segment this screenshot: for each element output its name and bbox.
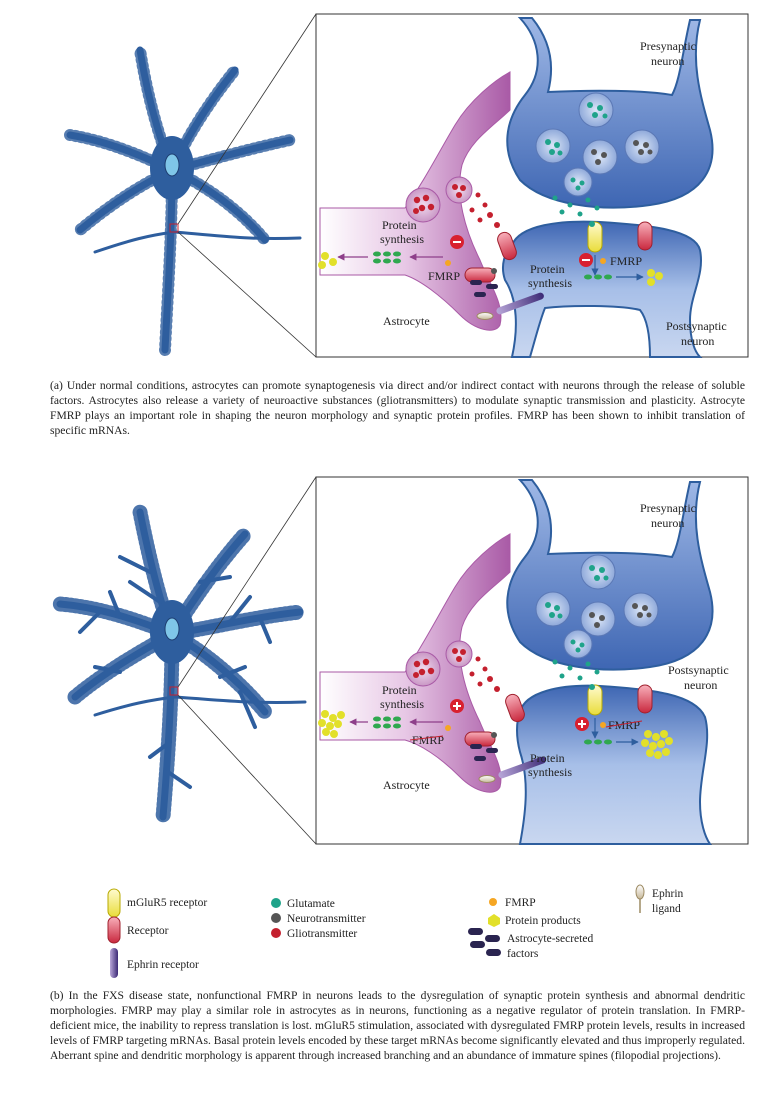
neuron-protein-label: Protein synthesis xyxy=(528,262,572,290)
legend: mGluR5 receptor Receptor Ephrin receptor… xyxy=(107,884,686,978)
legend-gliotransmitter: Gliotransmitter xyxy=(287,928,357,940)
neuron-nucleus-fxs xyxy=(164,617,180,641)
caption-b: (b) In the FXS disease state, nonfunctio… xyxy=(50,989,745,1062)
presynaptic-vesicles-fxs xyxy=(535,554,659,681)
neuron-cell-fxs xyxy=(52,504,308,825)
receptors-fxs xyxy=(464,684,653,783)
neuron-products-fxs xyxy=(641,730,673,759)
legend-astro-factors: Astrocyte-secreted factors xyxy=(507,933,596,960)
neuron-cell xyxy=(64,44,302,356)
astro-products xyxy=(318,252,337,269)
neuron-fmrp-label: FMRP xyxy=(610,254,642,268)
astro-products-fxs xyxy=(318,710,345,738)
postsynaptic-neuron-fxs xyxy=(516,684,712,845)
postsynaptic-label: Postsynaptic neuron xyxy=(666,319,730,348)
presynaptic-label: Presynaptic neuron xyxy=(640,39,699,68)
neuron-protein-label-fxs: Protein synthesis xyxy=(528,751,572,779)
astro-mrna xyxy=(373,251,401,264)
neuron-products xyxy=(647,269,663,286)
astrocyte-factors-fxs xyxy=(470,744,498,761)
postsynaptic-label-fxs: Postsynaptic neuron xyxy=(668,663,732,692)
legend-mglur5: mGluR5 receptor xyxy=(127,897,207,909)
astrocyte-label: Astrocyte xyxy=(383,314,430,328)
astrocyte-vesicles-fxs xyxy=(405,640,500,692)
zoom-region xyxy=(169,223,179,233)
legend-ephrin-ligand: Ephrin ligand xyxy=(652,888,686,915)
legend-neurotransmitter: Neurotransmitter xyxy=(287,913,366,925)
astro-protein-label: Protein synthesis xyxy=(380,218,424,246)
caption-a: (a) Under normal conditions, astrocytes … xyxy=(50,379,745,437)
legend-fmrp: FMRP xyxy=(505,897,536,909)
neuron-nucleus xyxy=(164,153,180,177)
legend-protein-products: Protein products xyxy=(505,915,581,927)
astro-protein-label-fxs: Protein synthesis xyxy=(380,683,424,711)
legend-glutamate: Glutamate xyxy=(287,898,335,910)
astro-fmrp-label: FMRP xyxy=(428,269,460,283)
astro-mrna-fxs xyxy=(373,716,401,729)
astro-fmrp-label-fxs: FMRP xyxy=(412,733,444,747)
legend-receptor: Receptor xyxy=(127,925,169,937)
panel-a-diagram: Protein synthesis FMRP Astrocyte FMRP Pr… xyxy=(64,13,749,358)
receptors xyxy=(464,221,653,320)
neuron-mrna xyxy=(584,274,612,280)
astrocyte-label-fxs: Astrocyte xyxy=(383,778,430,792)
astrocyte-vesicles xyxy=(405,176,500,228)
zoom-region-fxs xyxy=(169,686,179,696)
presynaptic-vesicles xyxy=(535,92,660,217)
presynaptic-label-fxs: Presynaptic neuron xyxy=(640,501,699,530)
neuron-fmrp-label-fxs: FMRP xyxy=(608,718,640,732)
panel-b-diagram: Protein synthesis FMRP Astrocyte FMRP Pr… xyxy=(52,476,749,845)
legend-ephrin-receptor: Ephrin receptor xyxy=(127,959,199,971)
neuron-mrna-fxs xyxy=(584,739,612,745)
astrocyte-factors xyxy=(470,280,498,297)
